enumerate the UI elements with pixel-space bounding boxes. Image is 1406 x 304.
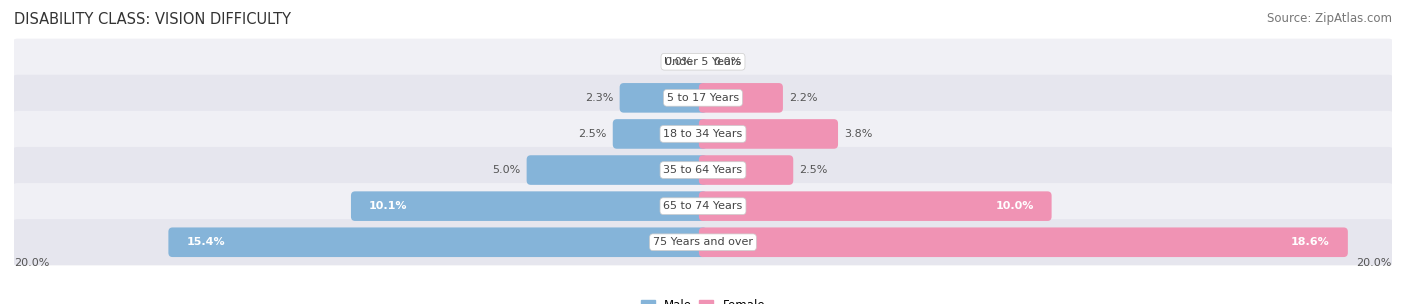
Text: 2.5%: 2.5% (800, 165, 828, 175)
FancyBboxPatch shape (699, 119, 838, 149)
FancyBboxPatch shape (11, 39, 1395, 85)
FancyBboxPatch shape (699, 83, 783, 113)
Text: DISABILITY CLASS: VISION DIFFICULTY: DISABILITY CLASS: VISION DIFFICULTY (14, 12, 291, 27)
Text: 10.1%: 10.1% (368, 201, 408, 211)
Text: 15.4%: 15.4% (186, 237, 225, 247)
Text: 75 Years and over: 75 Years and over (652, 237, 754, 247)
Text: 0.0%: 0.0% (665, 57, 693, 67)
FancyBboxPatch shape (699, 191, 1052, 221)
FancyBboxPatch shape (699, 227, 1348, 257)
FancyBboxPatch shape (527, 155, 707, 185)
Legend: Male, Female: Male, Female (641, 299, 765, 304)
FancyBboxPatch shape (699, 155, 793, 185)
FancyBboxPatch shape (620, 83, 707, 113)
Text: 2.3%: 2.3% (585, 93, 613, 103)
Text: 10.0%: 10.0% (995, 201, 1033, 211)
FancyBboxPatch shape (169, 227, 707, 257)
Text: 5.0%: 5.0% (492, 165, 520, 175)
Text: 20.0%: 20.0% (14, 257, 49, 268)
FancyBboxPatch shape (352, 191, 707, 221)
Text: 20.0%: 20.0% (1357, 257, 1392, 268)
FancyBboxPatch shape (11, 75, 1395, 121)
Text: 65 to 74 Years: 65 to 74 Years (664, 201, 742, 211)
Text: Source: ZipAtlas.com: Source: ZipAtlas.com (1267, 12, 1392, 25)
FancyBboxPatch shape (613, 119, 707, 149)
Text: 18.6%: 18.6% (1291, 237, 1330, 247)
FancyBboxPatch shape (11, 147, 1395, 193)
Text: 0.0%: 0.0% (713, 57, 741, 67)
Text: 35 to 64 Years: 35 to 64 Years (664, 165, 742, 175)
Text: 5 to 17 Years: 5 to 17 Years (666, 93, 740, 103)
FancyBboxPatch shape (11, 183, 1395, 229)
FancyBboxPatch shape (11, 111, 1395, 157)
Text: Under 5 Years: Under 5 Years (665, 57, 741, 67)
Text: 2.5%: 2.5% (578, 129, 606, 139)
Text: 2.2%: 2.2% (789, 93, 818, 103)
FancyBboxPatch shape (11, 219, 1395, 265)
Text: 3.8%: 3.8% (844, 129, 873, 139)
Text: 18 to 34 Years: 18 to 34 Years (664, 129, 742, 139)
